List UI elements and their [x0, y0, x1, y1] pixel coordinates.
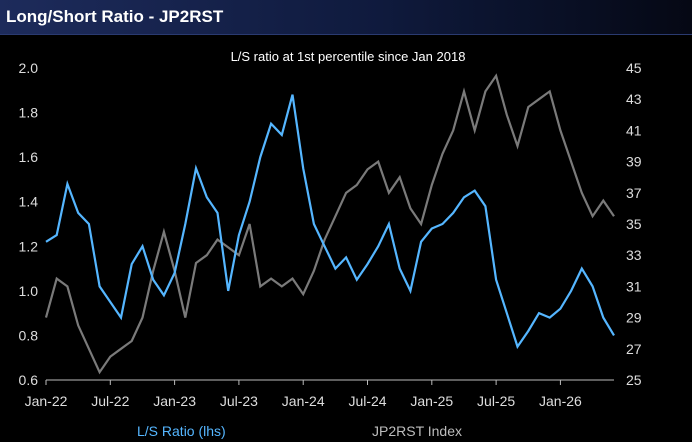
left-y-tick-label: 1.6 — [19, 149, 39, 165]
right-y-tick-label: 35 — [626, 216, 642, 232]
x-tick-label: Jan-23 — [153, 393, 196, 409]
x-tick-label: Jul-23 — [220, 393, 258, 409]
right-y-tick-label: 25 — [626, 372, 642, 388]
x-tick-label: Jan-24 — [282, 393, 325, 409]
right-y-tick-label: 41 — [626, 122, 642, 138]
series-line-jp2rst-index — [44, 73, 615, 375]
right-y-tick-label: 29 — [626, 310, 642, 326]
legend-jp2rst-index: JP2RST Index — [372, 423, 462, 439]
left-y-tick-label: 1.0 — [19, 283, 39, 299]
right-y-tick-label: 31 — [626, 278, 642, 294]
chart-annotation: L/S ratio at 1st percentile since Jan 20… — [231, 49, 466, 64]
right-y-tick-label: 27 — [626, 341, 642, 357]
title-bar: Long/Short Ratio - JP2RST — [0, 0, 692, 35]
right-y-tick-label: 37 — [626, 185, 642, 201]
legend-ls-ratio: L/S Ratio (lhs) — [137, 423, 226, 439]
x-tick-label: Jul-22 — [91, 393, 129, 409]
x-tick-label: Jan-25 — [410, 393, 453, 409]
x-tick-label: Jan-22 — [25, 393, 68, 409]
chart-title: Long/Short Ratio - JP2RST — [6, 7, 224, 26]
right-y-tick-label: 39 — [626, 154, 642, 170]
left-y-tick-label: 0.8 — [19, 327, 39, 343]
right-y-axis: 25 27 29 31 33 35 37 39 41 43 45 — [626, 60, 642, 388]
left-y-tick-label: 1.2 — [19, 238, 39, 254]
right-y-tick-label: 43 — [626, 91, 642, 107]
left-y-tick-label: 2.0 — [19, 60, 39, 76]
left-y-tick-label: 0.6 — [19, 372, 39, 388]
left-y-axis: 0.6 0.8 1.0 1.2 1.4 1.6 1.8 2.0 — [19, 60, 39, 388]
left-y-tick-label: 1.8 — [19, 105, 39, 121]
x-tick-label: Jul-25 — [477, 393, 515, 409]
right-y-tick-label: 45 — [626, 60, 642, 76]
left-y-tick-label: 1.4 — [19, 194, 39, 210]
x-tick-label: Jul-24 — [348, 393, 386, 409]
x-tick-label: Jan-26 — [539, 393, 582, 409]
line-chart: 0.6 0.8 1.0 1.2 1.4 1.6 1.8 2.0 25 27 29 31 33 35 37 3… — [19, 49, 642, 439]
series-line-ls-ratio — [45, 94, 615, 350]
right-y-tick-label: 33 — [626, 247, 642, 263]
x-axis: Jan-22 Jul-22 Jan-23 Jul-23 Jan-24 Jul-24 Jan-… — [25, 379, 614, 409]
